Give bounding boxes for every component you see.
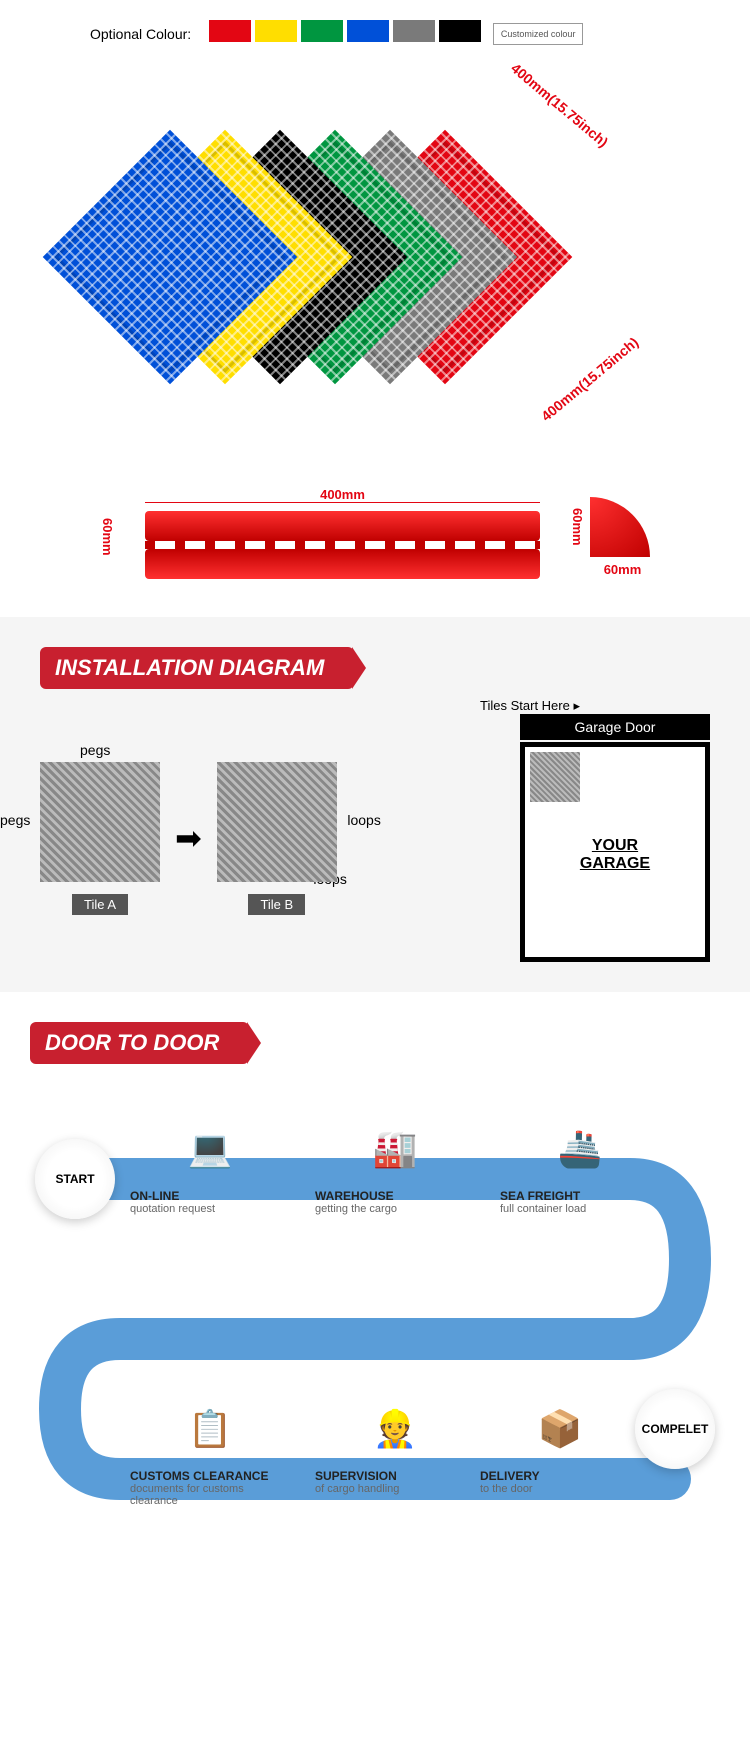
tile-b-label: Tile B xyxy=(248,894,305,915)
installation-header: INSTALLATION DIAGRAM xyxy=(40,647,354,689)
color-swatch xyxy=(209,20,251,42)
color-row: Optional Colour: Customized colour xyxy=(40,20,710,47)
step-icon: 🏭 xyxy=(360,1119,430,1179)
edge-height-label: 60mm xyxy=(100,518,115,556)
step-desc: of cargo handling xyxy=(315,1483,475,1495)
edge-strips: 400mm xyxy=(145,487,540,587)
step-icon: 🚢 xyxy=(545,1119,615,1179)
step-desc: quotation request xyxy=(130,1203,290,1215)
step-title: SEA FREIGHT xyxy=(500,1189,660,1203)
step-icon: 👷 xyxy=(360,1399,430,1459)
tile-a xyxy=(40,762,160,882)
start-badge: START xyxy=(35,1139,115,1219)
garage-door-label: Garage Door xyxy=(520,714,710,740)
step-desc: to the door xyxy=(480,1483,640,1495)
color-swatch xyxy=(301,20,343,42)
corner-piece xyxy=(590,497,650,557)
installation-section: INSTALLATION DIAGRAM pegs pegs Tile A ➡ … xyxy=(0,617,750,992)
dimension-side1: 400mm(15.75inch) xyxy=(508,60,611,150)
step-icon: 💻 xyxy=(175,1119,245,1179)
flow-step: 📋 CUSTOMS CLEARANCE documents for custom… xyxy=(130,1399,290,1507)
your-garage-text: YOUR GARAGE xyxy=(525,837,705,873)
flow-step: 👷 SUPERVISION of cargo handling xyxy=(315,1399,475,1495)
install-row: pegs pegs Tile A ➡ loops loops Tile B Ga… xyxy=(40,714,710,962)
tiles-display: 400mm(15.75inch) 400mm(15.75inch) xyxy=(40,77,710,457)
flow-container: START COMPELET 💻 ON-LINE quotation reque… xyxy=(30,1089,720,1539)
tiles-start-label: Tiles Start Here ▸ xyxy=(480,698,580,714)
corner-piece-wrap: 60mm 60mm xyxy=(570,497,650,577)
garage-start-tile xyxy=(530,752,580,802)
garage-area: Garage Door Tiles Start Here ▸ YOUR GARA… xyxy=(520,714,710,962)
color-section: Optional Colour: Customized colour 400mm… xyxy=(0,0,750,617)
pegs-top-label: pegs xyxy=(80,742,110,758)
garage-box: YOUR GARAGE xyxy=(520,742,710,962)
step-desc: documents for customs clearance xyxy=(130,1483,290,1507)
color-swatch xyxy=(347,20,389,42)
tile-a-label: Tile A xyxy=(72,894,128,915)
arrow-icon: ➡ xyxy=(175,819,202,857)
flow-step: 📦 DELIVERY to the door xyxy=(480,1399,640,1495)
customized-colour-box: Customized colour xyxy=(493,23,583,45)
step-desc: full container load xyxy=(500,1203,660,1215)
flow-step: 💻 ON-LINE quotation request xyxy=(130,1119,290,1215)
step-title: ON-LINE xyxy=(130,1189,290,1203)
step-desc: getting the cargo xyxy=(315,1203,475,1215)
edge-width-label: 400mm xyxy=(145,487,540,502)
optional-colour-label: Optional Colour: xyxy=(90,26,191,42)
complete-badge: COMPELET xyxy=(635,1389,715,1469)
loops-right-label: loops xyxy=(347,812,380,828)
color-swatch xyxy=(255,20,297,42)
dimension-side2: 400mm(15.75inch) xyxy=(538,334,641,424)
door-to-door-section: DOOR TO DOOR START COMPELET 💻 ON-LINE qu… xyxy=(0,992,750,1569)
step-icon: 📋 xyxy=(175,1399,245,1459)
dtd-header: DOOR TO DOOR xyxy=(30,1022,249,1064)
color-swatch xyxy=(439,20,481,42)
flow-step: 🚢 SEA FREIGHT full container load xyxy=(500,1119,660,1215)
corner-height-label: 60mm xyxy=(570,508,585,546)
step-title: SUPERVISION xyxy=(315,1469,475,1483)
pegs-left-label: pegs xyxy=(0,812,30,828)
step-title: WAREHOUSE xyxy=(315,1189,475,1203)
step-title: DELIVERY xyxy=(480,1469,640,1483)
flow-step: 🏭 WAREHOUSE getting the cargo xyxy=(315,1119,475,1215)
step-icon: 📦 xyxy=(525,1399,595,1459)
tile-b xyxy=(217,762,337,882)
edge-pieces-section: 60mm 400mm 60mm 60mm xyxy=(40,477,710,597)
tile-b-wrap: loops loops Tile B xyxy=(217,762,337,915)
tile-a-wrap: pegs pegs Tile A xyxy=(40,762,160,915)
step-title: CUSTOMS CLEARANCE xyxy=(130,1469,290,1483)
corner-width-label: 60mm xyxy=(595,562,650,577)
color-swatch xyxy=(393,20,435,42)
